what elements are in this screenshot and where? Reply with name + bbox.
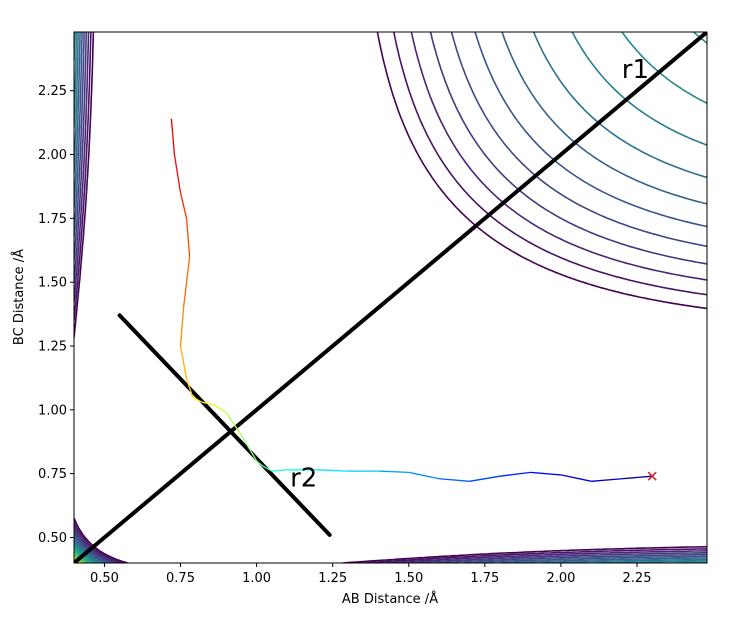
x-tick-label: 1.00: [242, 571, 271, 586]
start-marker-layer: [647, 471, 657, 481]
trajectory-segment: [185, 218, 191, 257]
x-axis-ticks: 0.50 0.75 1.00 1.25 1.50 1.75 2.00 2.25: [90, 563, 652, 586]
trajectory-segment: [378, 470, 409, 474]
start-marker: [647, 471, 657, 481]
trajectory: [170, 118, 653, 482]
trajectory-segment: [225, 412, 242, 436]
r1-line: [74, 32, 707, 563]
contour-level: [74, 32, 707, 563]
trajectory-segment: [173, 154, 182, 193]
trajectory-segment: [499, 471, 531, 477]
x-tick-label: 0.50: [90, 571, 119, 586]
y-axis-ticks: 0.50 0.75 1.00 1.25 1.50 1.75 2.00 2.25: [38, 84, 74, 546]
contour-lines: [74, 32, 707, 563]
trajectory-segment: [271, 469, 288, 472]
x-tick-label: 2.00: [546, 571, 575, 586]
trajectory-segment: [256, 460, 264, 467]
trajectory-segment: [439, 478, 470, 482]
y-tick-label: 1.00: [38, 403, 67, 418]
x-axis-label: AB Distance /Å: [342, 591, 438, 607]
x-tick-label: 2.25: [623, 571, 652, 586]
y-tick-label: 0.75: [38, 467, 67, 482]
trajectory-segment: [182, 256, 191, 308]
x-tick-label: 0.75: [166, 571, 195, 586]
trajectory-segment: [262, 465, 273, 472]
trajectory-segment: [240, 435, 258, 462]
x-tick-label: 1.25: [318, 571, 347, 586]
annotations: r1 r2: [290, 55, 649, 493]
trajectory-segment: [213, 404, 227, 413]
contour-level: [74, 32, 707, 563]
trajectory-segment: [179, 307, 185, 347]
contour-level: [74, 32, 707, 563]
x-tick-label: 1.50: [394, 571, 423, 586]
r2-label: r2: [290, 463, 317, 493]
r1-label: r1: [622, 55, 649, 85]
contour-level: [74, 32, 707, 563]
trajectory-segment: [408, 471, 440, 480]
y-tick-label: 1.25: [38, 340, 67, 355]
trajectory-segment: [179, 345, 188, 380]
trajectory-segment: [621, 475, 653, 480]
trajectory-segment: [185, 378, 194, 398]
y-tick-label: 2.00: [38, 148, 67, 163]
trajectory-segment: [591, 478, 622, 482]
trajectory-segment: [201, 401, 215, 406]
y-tick-label: 1.75: [38, 212, 67, 227]
contour-level: [74, 553, 86, 563]
trajectory-segment: [530, 471, 561, 476]
r2-line: [117, 313, 332, 537]
contour-level: [74, 32, 707, 563]
trajectory-segment: [317, 469, 348, 472]
contour-level: [74, 32, 707, 563]
trajectory-segment: [192, 396, 203, 403]
trajectory-segment: [560, 474, 592, 482]
plot-frame: [73, 31, 708, 564]
trajectory-segment: [469, 475, 501, 482]
y-tick-label: 1.50: [38, 276, 67, 291]
trajectory-segment: [170, 118, 176, 155]
contour-level: [74, 32, 707, 563]
y-axis-label: BC Distance /Å: [11, 249, 27, 345]
reference-lines: [74, 32, 707, 563]
y-tick-label: 0.50: [38, 531, 67, 546]
y-tick-label: 2.25: [38, 84, 67, 99]
x-tick-label: 1.75: [470, 571, 499, 586]
trajectory-segment: [179, 192, 188, 219]
